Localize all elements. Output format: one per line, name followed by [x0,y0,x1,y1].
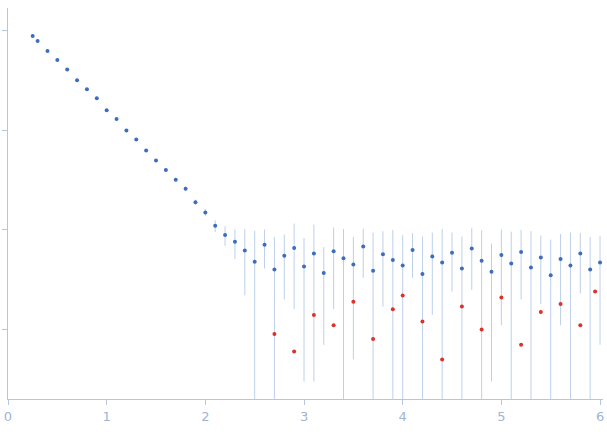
svg-text:1: 1 [103,409,111,424]
svg-text:4: 4 [399,409,407,424]
svg-text:5: 5 [497,409,505,424]
svg-text:3: 3 [300,409,308,424]
svg-text:2: 2 [201,409,209,424]
svg-text:0: 0 [4,409,12,424]
svg-text:6: 6 [596,409,604,424]
